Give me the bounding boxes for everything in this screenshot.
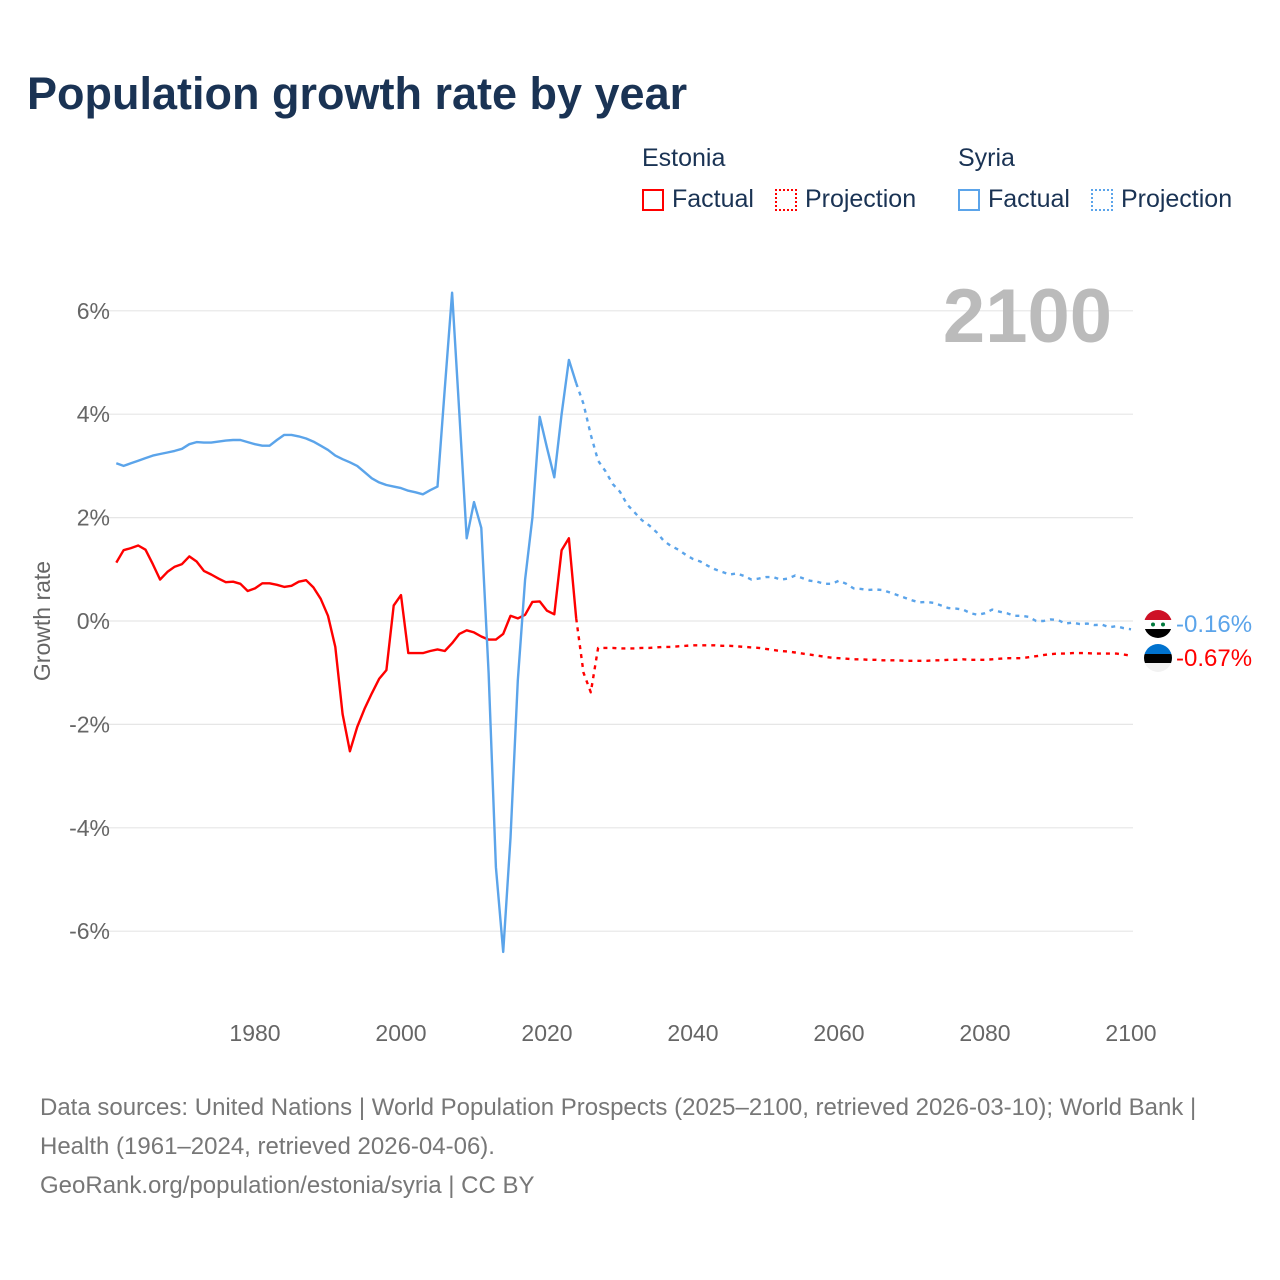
- data-sources: Data sources: United Nations | World Pop…: [40, 1094, 1197, 1160]
- line-chart: 6% 4% 2% 0% -2% -4% -6% 1980 2000 2020 2040 2060 208…: [29, 274, 1252, 1046]
- solid-swatch-icon: [642, 188, 664, 211]
- y-tick-label: 4%: [77, 401, 110, 427]
- legend-estonia-factual[interactable]: Factual: [642, 185, 754, 214]
- solid-swatch-icon: [958, 188, 980, 211]
- estonia-factual-line: [115, 537, 578, 753]
- dotted-swatch-icon: [774, 188, 797, 211]
- syria-factual-line: [115, 291, 578, 954]
- chart-title: Population growth rate by year: [27, 68, 688, 119]
- legend-country: Syria: [958, 144, 1015, 172]
- dotted-swatch-icon: [1090, 188, 1113, 211]
- legend-label: Projection: [804, 185, 917, 213]
- credit-link[interactable]: GeoRank.org/population/estonia/syria | C…: [40, 1172, 535, 1199]
- legend-syria: Syria Factual Projection: [958, 144, 1246, 218]
- syria-flag-icon: [1144, 610, 1172, 638]
- year-overlay: 2100: [943, 274, 1112, 359]
- legend-label: Factual: [672, 185, 754, 213]
- x-tick-label: 2100: [1105, 1020, 1156, 1046]
- y-tick-label: -6%: [69, 918, 110, 944]
- legend-estonia-projection[interactable]: Projection: [774, 185, 917, 214]
- legend-syria-factual[interactable]: Factual: [958, 185, 1070, 214]
- syria-projection-line: [575, 382, 1132, 631]
- y-tick-label: -4%: [69, 815, 110, 841]
- legend-syria-projection[interactable]: Projection: [1090, 185, 1233, 214]
- y-tick-label: 0%: [77, 608, 110, 634]
- syria-end-label: -0.16%: [1176, 611, 1252, 638]
- estonia-end-label: -0.67%: [1176, 645, 1252, 672]
- legend-country: Estonia: [642, 144, 726, 172]
- x-tick-label: 1980: [229, 1020, 280, 1046]
- x-tick-label: 2000: [375, 1020, 426, 1046]
- x-tick-label: 2040: [667, 1020, 718, 1046]
- legend-estonia: Estonia Factual Projection: [642, 144, 930, 218]
- y-axis-label: Growth rate: [29, 561, 55, 681]
- x-tick-label: 2080: [959, 1020, 1010, 1046]
- estonia-projection-line: [575, 618, 1132, 694]
- x-tick-label: 2020: [521, 1020, 572, 1046]
- y-tick-label: 6%: [77, 298, 110, 324]
- y-tick-label: -2%: [69, 711, 110, 737]
- legend-label: Projection: [1120, 185, 1233, 213]
- y-tick-label: 2%: [77, 505, 110, 531]
- estonia-flag-icon: [1144, 644, 1172, 672]
- footer: Data sources: United Nations | World Pop…: [40, 1088, 1240, 1205]
- x-tick-label: 2060: [813, 1020, 864, 1046]
- legend-label: Factual: [988, 185, 1070, 213]
